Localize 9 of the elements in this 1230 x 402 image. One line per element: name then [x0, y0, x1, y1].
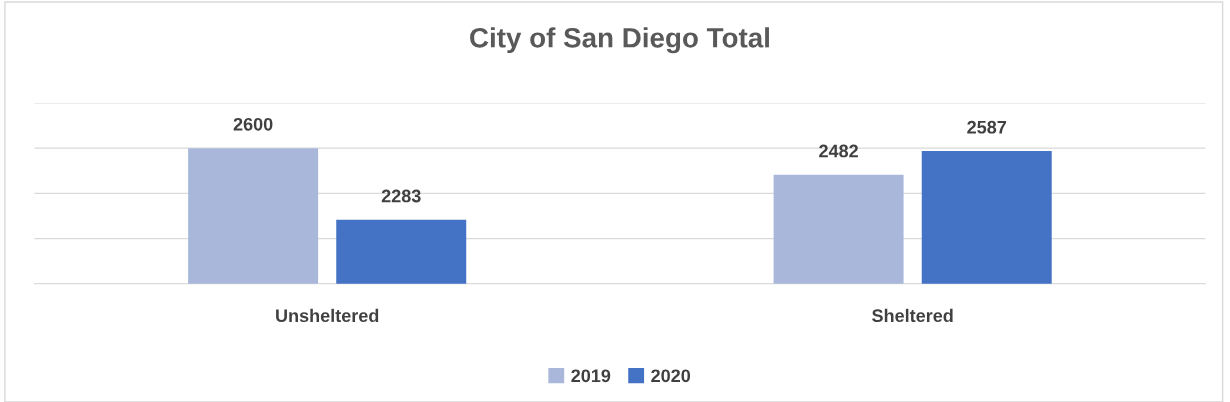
legend-label: 2020	[651, 369, 691, 383]
legend-label: 2019	[571, 369, 611, 383]
data-label: 2587	[967, 120, 1007, 134]
data-label: 2283	[381, 189, 421, 203]
data-label: 2482	[819, 144, 858, 158]
x-tick-label: Sheltered	[872, 308, 953, 323]
x-tick-label: Unsheltered	[276, 308, 379, 323]
data-label: 2600	[233, 117, 273, 131]
chart-title: City of San Diego Total	[470, 27, 769, 54]
